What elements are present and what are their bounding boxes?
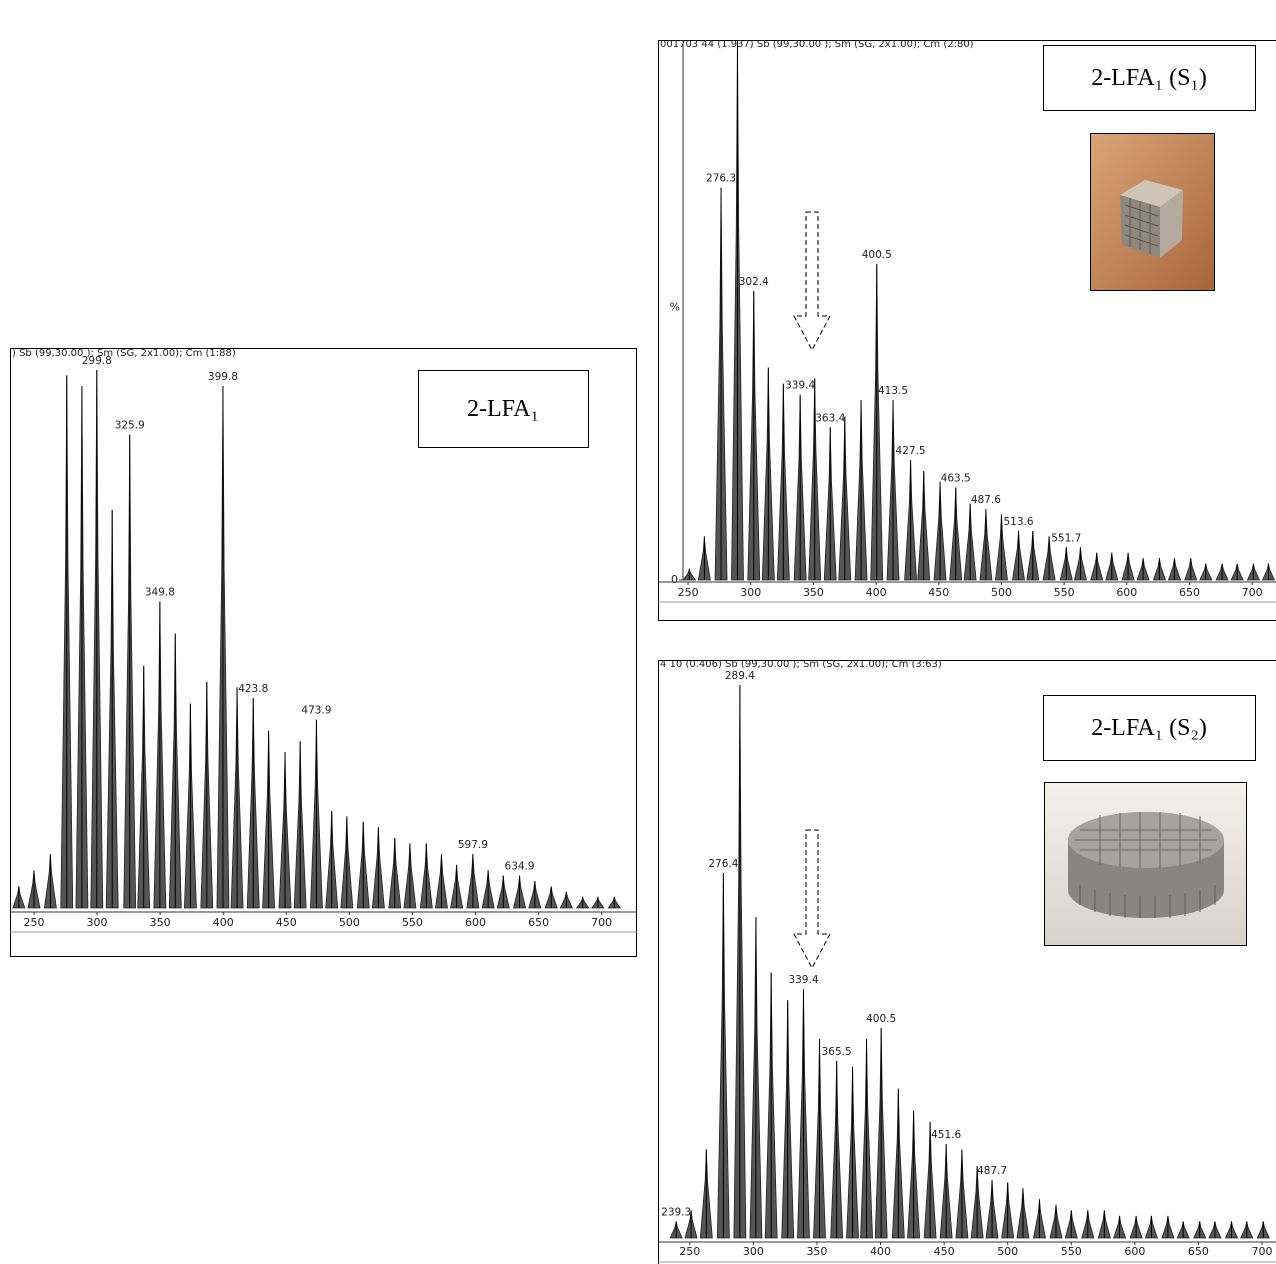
peak-label: 423.8 [238, 683, 268, 695]
x-tick-label: 650 [528, 916, 549, 929]
legend-label: 2-LFA₁ (S₂) [1091, 715, 1207, 741]
legend-box [1043, 695, 1256, 761]
x-tick-label: 250 [23, 916, 44, 929]
peak-label: 597.9 [458, 839, 488, 851]
spectrum-header: 001703 44 (1.937) Sb (99,30.00 ); Sm (SG… [660, 39, 974, 50]
spectrum-panel: 001703 44 (1.937) Sb (99,30.00 ); Sm (SG… [658, 20, 1276, 603]
x-tick-label: 300 [87, 916, 108, 929]
y-tick-label: 00 [664, 28, 678, 41]
peak-label: 487.6 [971, 494, 1001, 506]
peak-label: 513.6 [1003, 516, 1033, 528]
x-tick-label: 700 [1252, 1245, 1273, 1258]
peak-label: 349.8 [145, 586, 175, 598]
x-tick-label: 500 [339, 916, 360, 929]
panel-frame [10, 348, 637, 957]
x-tick-label: 500 [991, 586, 1012, 599]
x-tick-label: 300 [743, 1245, 764, 1258]
x-tick-label: 650 [1188, 1245, 1209, 1258]
peak-label: 551.7 [1051, 532, 1081, 544]
x-tick-label: 550 [402, 916, 423, 929]
peak-label: 399.8 [208, 371, 238, 383]
peak-label: 325.9 [115, 420, 145, 432]
panel-frame [658, 40, 1276, 621]
peak-label: 487.7 [977, 1165, 1007, 1177]
peak-label: 339.4 [788, 974, 818, 986]
x-tick-label: 300 [740, 586, 761, 599]
x-tick-label: 250 [679, 1245, 700, 1258]
x-tick-label: 450 [934, 1245, 955, 1258]
x-tick-label: 350 [803, 586, 824, 599]
x-tick-label: 400 [866, 586, 887, 599]
x-tick-label: 350 [806, 1245, 827, 1258]
x-tick-label: 450 [276, 916, 297, 929]
sample-photo [1090, 133, 1215, 291]
spectrum-header: 4 10 (0.406) Sb (99,30.00 ); Sm (SG, 2x1… [660, 659, 942, 670]
legend-box [418, 370, 589, 448]
peak-label: 473.9 [301, 705, 331, 717]
spectrum-header: ) Sb (99,30.00 ); Sm (SG, 2x1.00); Cm (1… [12, 348, 236, 359]
peak-label: 302.4 [739, 276, 769, 288]
x-tick-label: 400 [213, 916, 234, 929]
peak-label: 451.6 [931, 1129, 961, 1141]
x-tick-label: 650 [1179, 586, 1200, 599]
legend-label: 2-LFA₁ (S₁) [1091, 65, 1207, 91]
peak-label: 427.5 [896, 445, 926, 457]
x-tick-label: 600 [1124, 1245, 1145, 1258]
legend-box [1043, 45, 1256, 111]
x-tick-label: 700 [591, 916, 612, 929]
sample-photo [1044, 782, 1247, 946]
peak-label: 239.3 [661, 1206, 691, 1218]
spectrum-panel: ) Sb (99,30.00 ); Sm (SG, 2x1.00); Cm (1… [10, 348, 637, 933]
peak-label: 289.4 [725, 670, 755, 682]
x-tick-label: 550 [1054, 586, 1075, 599]
x-tick-label: 450 [928, 586, 949, 599]
x-tick-label: 700 [1242, 586, 1263, 599]
x-tick-label: 400 [870, 1245, 891, 1258]
x-tick-label: 600 [1116, 586, 1137, 599]
arrow [793, 829, 831, 970]
y-tick-label: 0 [671, 573, 678, 586]
peak-label: 463.5 [941, 472, 971, 484]
spectrum-panel: 4 10 (0.406) Sb (99,30.00 ); Sm (SG, 2x1… [658, 659, 1276, 1263]
peak-label: 339.4 [785, 380, 815, 392]
x-tick-label: 500 [997, 1245, 1018, 1258]
x-tick-label: 550 [1061, 1245, 1082, 1258]
peak-label: 276.4 [708, 858, 738, 870]
x-tick-label: 600 [465, 916, 486, 929]
peak-label: 634.9 [505, 861, 535, 873]
y-axis-label: % [670, 301, 680, 314]
peak-label: 289.4 [722, 20, 752, 32]
arrow [793, 211, 831, 352]
peak-label: 365.5 [822, 1046, 852, 1058]
peak-label: 413.5 [878, 385, 908, 397]
peak-label: 400.5 [862, 249, 892, 261]
peak-label: 363.4 [815, 412, 845, 424]
panel-frame [658, 660, 1276, 1264]
x-tick-label: 250 [678, 586, 699, 599]
legend-label: 2-LFA₁ [467, 396, 539, 422]
peak-label: 276.3 [706, 173, 736, 185]
peak-label: 299.8 [82, 355, 112, 367]
peak-label: 400.5 [866, 1013, 896, 1025]
x-tick-label: 350 [150, 916, 171, 929]
